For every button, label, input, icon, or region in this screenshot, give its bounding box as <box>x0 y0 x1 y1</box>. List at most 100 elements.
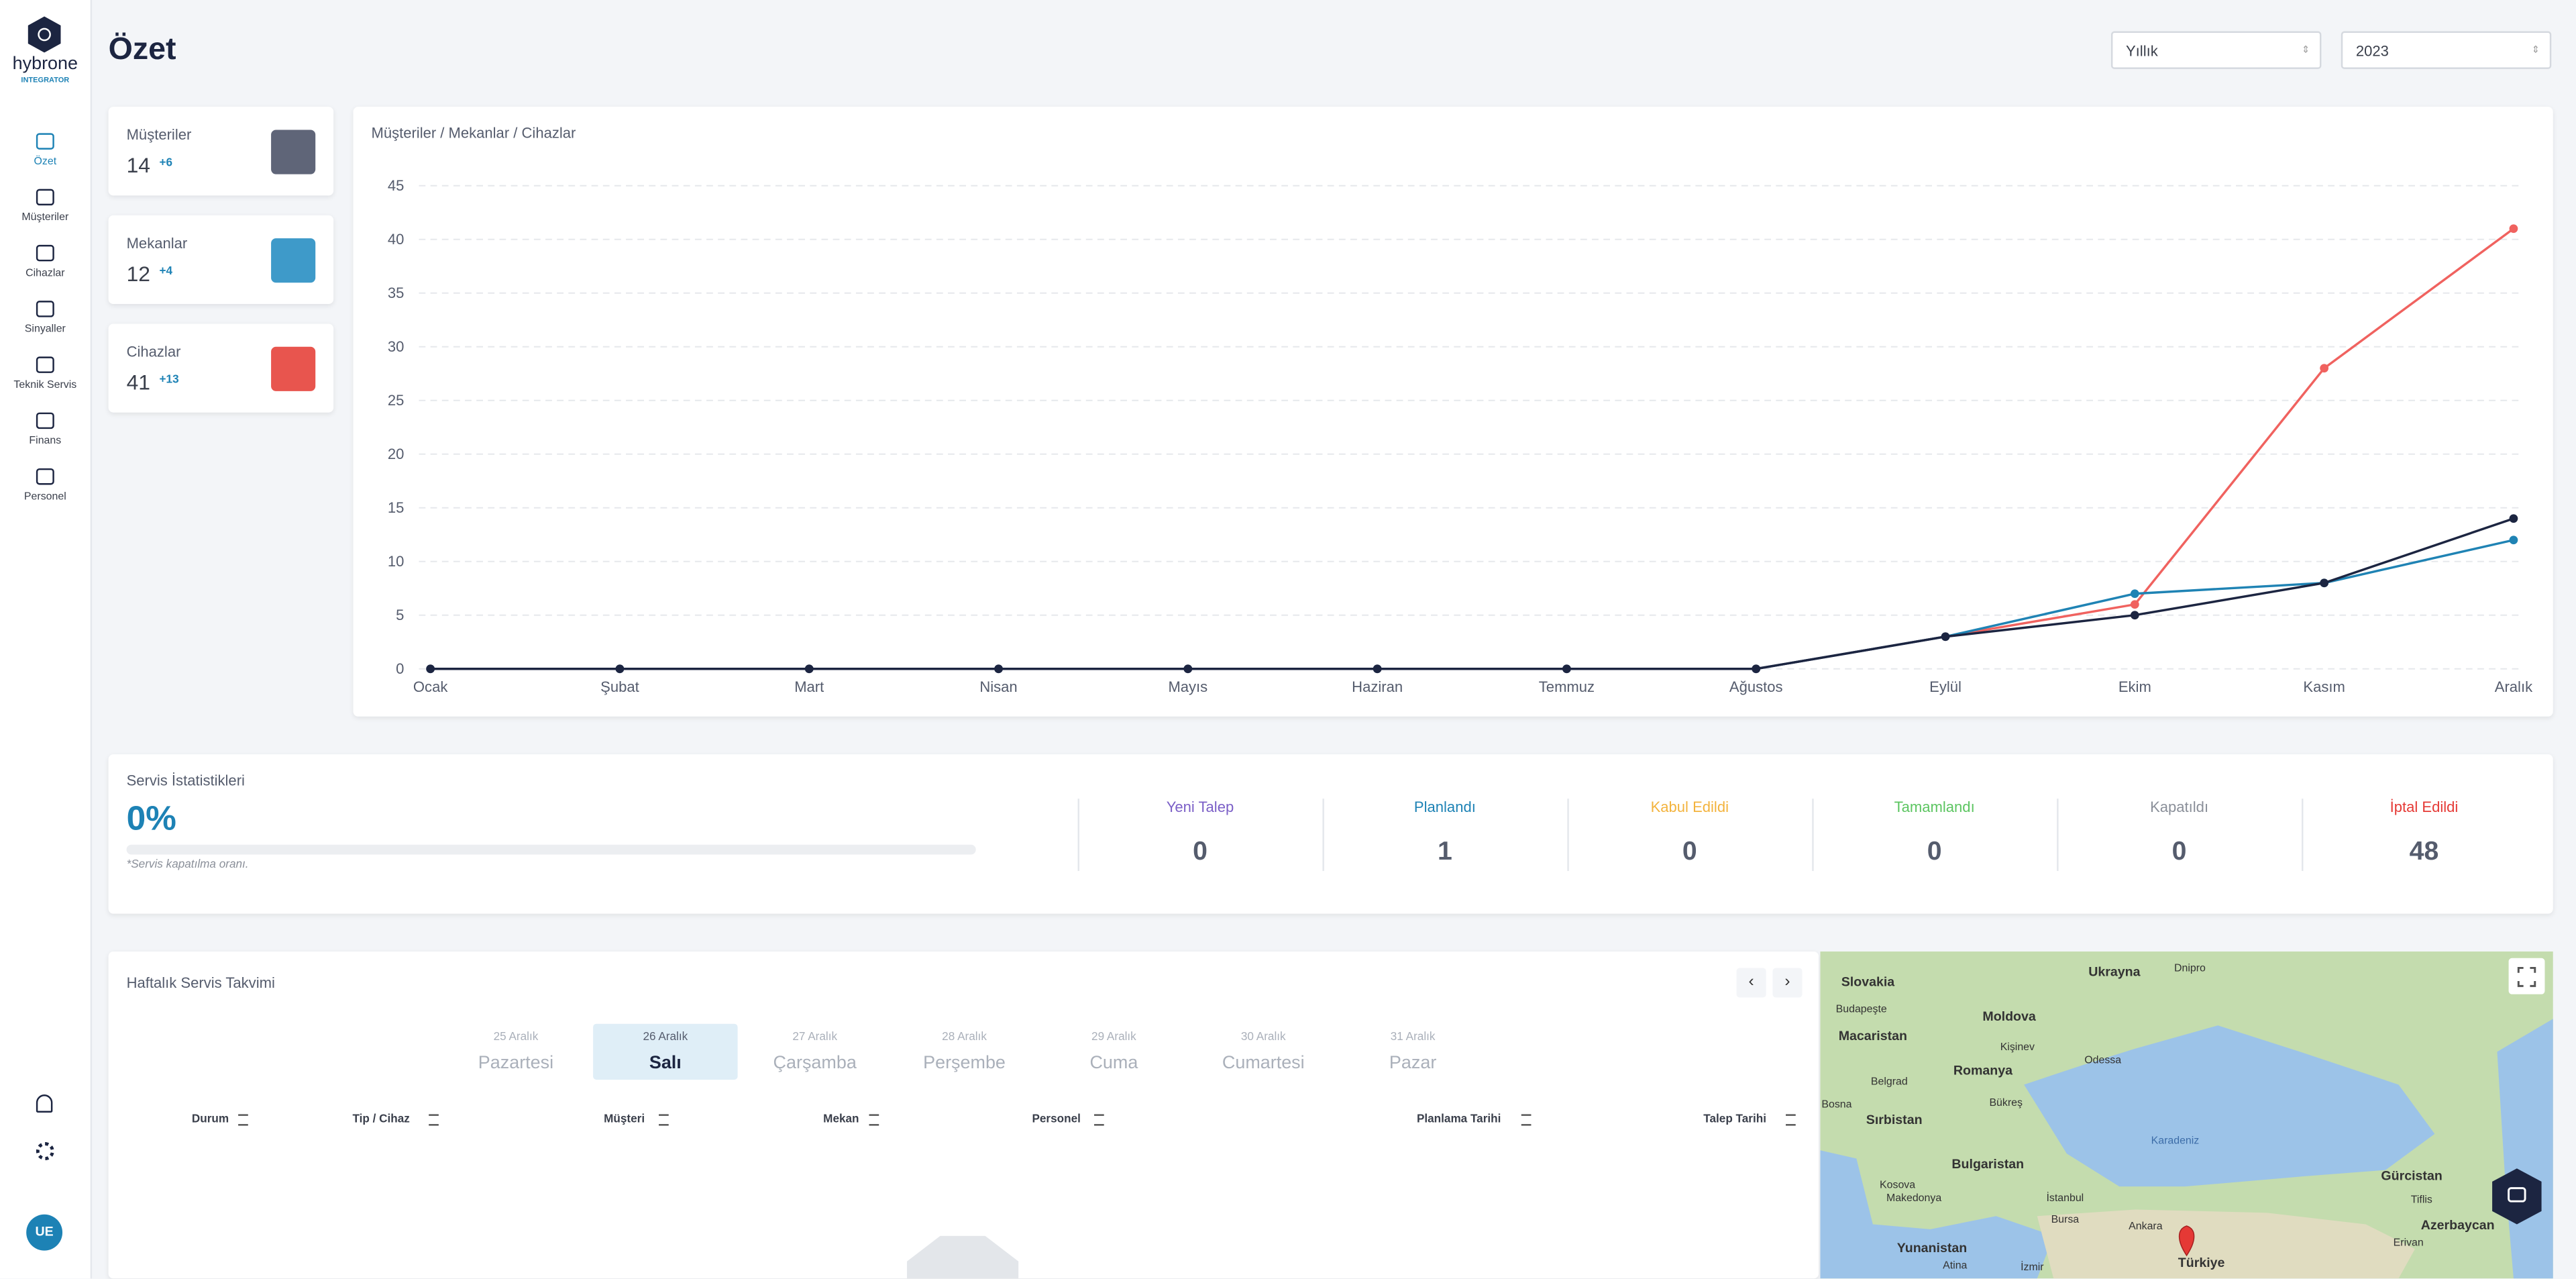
filter-select[interactable]: Yıllık ⇕ <box>2110 31 2322 69</box>
data-point <box>1562 664 1571 674</box>
nav-label[interactable]: Teknik Servis <box>13 379 77 391</box>
y-tick-label: 15 <box>388 499 405 516</box>
map-label: Romanya <box>1953 1064 2013 1078</box>
day-date[interactable]: 30 Aralık <box>1240 1031 1286 1044</box>
service-rate: 0% <box>126 800 176 838</box>
nav-label[interactable]: Finans <box>29 435 62 448</box>
day-date[interactable]: 26 Aralık <box>643 1031 688 1044</box>
select-arrows: ⇕ <box>2301 46 2310 56</box>
column-header[interactable]: Talep Tarihi <box>1703 1114 1766 1126</box>
x-tick-label: Haziran <box>1352 678 1403 695</box>
service-title: Servis İstatistikleri <box>126 772 245 789</box>
selected-day <box>593 1023 738 1080</box>
map-label: Dnipro <box>2174 962 2206 974</box>
stat-icon <box>271 238 316 283</box>
status-label: Kapatıldı <box>2150 799 2209 815</box>
nav-icon[interactable] <box>36 133 54 150</box>
day-date[interactable]: 29 Aralık <box>1091 1031 1136 1044</box>
settings-icon[interactable] <box>36 1142 54 1160</box>
x-tick-label: Mart <box>794 678 824 695</box>
map-label: Karadeniz <box>2151 1135 2200 1146</box>
nav-icon[interactable] <box>36 468 54 485</box>
nav-icon[interactable] <box>36 412 54 429</box>
map-label: Sırbistan <box>1866 1113 1923 1127</box>
data-point <box>1941 632 1950 642</box>
day-date[interactable]: 27 Aralık <box>792 1031 838 1044</box>
stat-label: Mekanlar <box>126 235 188 252</box>
map-label: Tiflis <box>2411 1194 2432 1206</box>
status-label: Kabul Edildi <box>1650 799 1729 815</box>
status-label: Yeni Talep <box>1166 799 1234 815</box>
data-point <box>2130 589 2139 599</box>
y-tick-label: 35 <box>388 285 405 301</box>
calendar-card <box>108 951 1819 1279</box>
nav-icon[interactable] <box>36 244 54 262</box>
data-point <box>2509 224 2518 234</box>
x-tick-label: Aralık <box>2495 678 2533 695</box>
stat-value: 12 <box>126 261 151 287</box>
data-point <box>1373 664 1382 674</box>
week-nav-button[interactable]: ‹ <box>1736 968 1766 998</box>
day-name[interactable]: Perşembe <box>923 1053 1006 1074</box>
bell-icon[interactable] <box>36 1094 53 1113</box>
nav-label[interactable]: Müşteriler <box>21 211 69 224</box>
map-label: Ukrayna <box>2088 965 2141 980</box>
nav-icon[interactable] <box>36 301 54 317</box>
sort-icon <box>1520 1114 1531 1126</box>
data-point <box>2320 578 2329 588</box>
x-tick-label: Kasım <box>2303 678 2345 695</box>
day-date[interactable]: 25 Aralık <box>493 1031 539 1044</box>
nav-label[interactable]: Sinyaller <box>24 323 66 336</box>
nav-label[interactable]: Personel <box>23 491 66 503</box>
day-name[interactable]: Cuma <box>1089 1053 1138 1074</box>
nav-label[interactable]: Özet <box>34 156 57 168</box>
column-header[interactable]: Durum <box>191 1114 229 1126</box>
status-label: Planlandı <box>1413 799 1476 815</box>
service-note: *Servis kapatılma oranı. <box>126 859 249 871</box>
status-value: 0 <box>1682 837 1697 866</box>
map-label: Belgrad <box>1871 1076 1908 1087</box>
nav-icon[interactable] <box>36 189 54 206</box>
chat-button[interactable] <box>2492 1168 2542 1225</box>
day-date[interactable]: 31 Aralık <box>1390 1031 1436 1044</box>
day-name[interactable]: Çarşamba <box>773 1053 857 1074</box>
y-tick-label: 30 <box>388 338 405 355</box>
column-divider <box>1812 799 1814 871</box>
nav-label[interactable]: Cihazlar <box>25 268 65 280</box>
series-line <box>430 517 2514 670</box>
logo-inner <box>38 28 51 42</box>
fullscreen-button[interactable] <box>2508 958 2545 994</box>
column-divider <box>1567 799 1569 871</box>
stat-label: Cihazlar <box>126 343 181 360</box>
y-tick-label: 20 <box>388 446 405 462</box>
map-label: Budapeşte <box>1836 1004 1887 1015</box>
map-label: İstanbul <box>2047 1191 2084 1204</box>
column-header[interactable]: Tip / Cihaz <box>352 1114 410 1126</box>
data-point <box>2130 600 2139 609</box>
day-name[interactable]: Cumartesi <box>1222 1053 1305 1074</box>
day-name[interactable]: Pazartesi <box>478 1053 554 1074</box>
column-header[interactable]: Mekan <box>823 1114 859 1126</box>
progress-track <box>126 844 976 855</box>
data-point <box>615 664 625 674</box>
column-header[interactable]: Müşteri <box>604 1114 645 1126</box>
sort-icon <box>429 1114 439 1126</box>
sort-icon <box>237 1114 248 1126</box>
nav-icon[interactable] <box>36 356 54 373</box>
avatar[interactable]: UE <box>26 1214 63 1251</box>
y-tick-label: 25 <box>388 392 405 409</box>
day-name[interactable]: Salı <box>649 1053 682 1074</box>
day-name[interactable]: Pazar <box>1389 1053 1437 1074</box>
week-nav-button[interactable]: › <box>1772 968 1803 998</box>
day-date[interactable]: 28 Aralık <box>942 1031 987 1044</box>
filter-select[interactable]: 2023 ⇕ <box>2341 31 2552 69</box>
status-value: 0 <box>1193 837 1208 866</box>
map-label: Bükreş <box>1989 1097 2023 1109</box>
map-label: Slovakia <box>1841 974 1896 989</box>
stat-icon <box>271 130 316 174</box>
map-label: Odessa <box>2084 1054 2121 1066</box>
column-header[interactable]: Planlama Tarihi <box>1416 1114 1501 1126</box>
column-header[interactable]: Personel <box>1032 1114 1081 1126</box>
